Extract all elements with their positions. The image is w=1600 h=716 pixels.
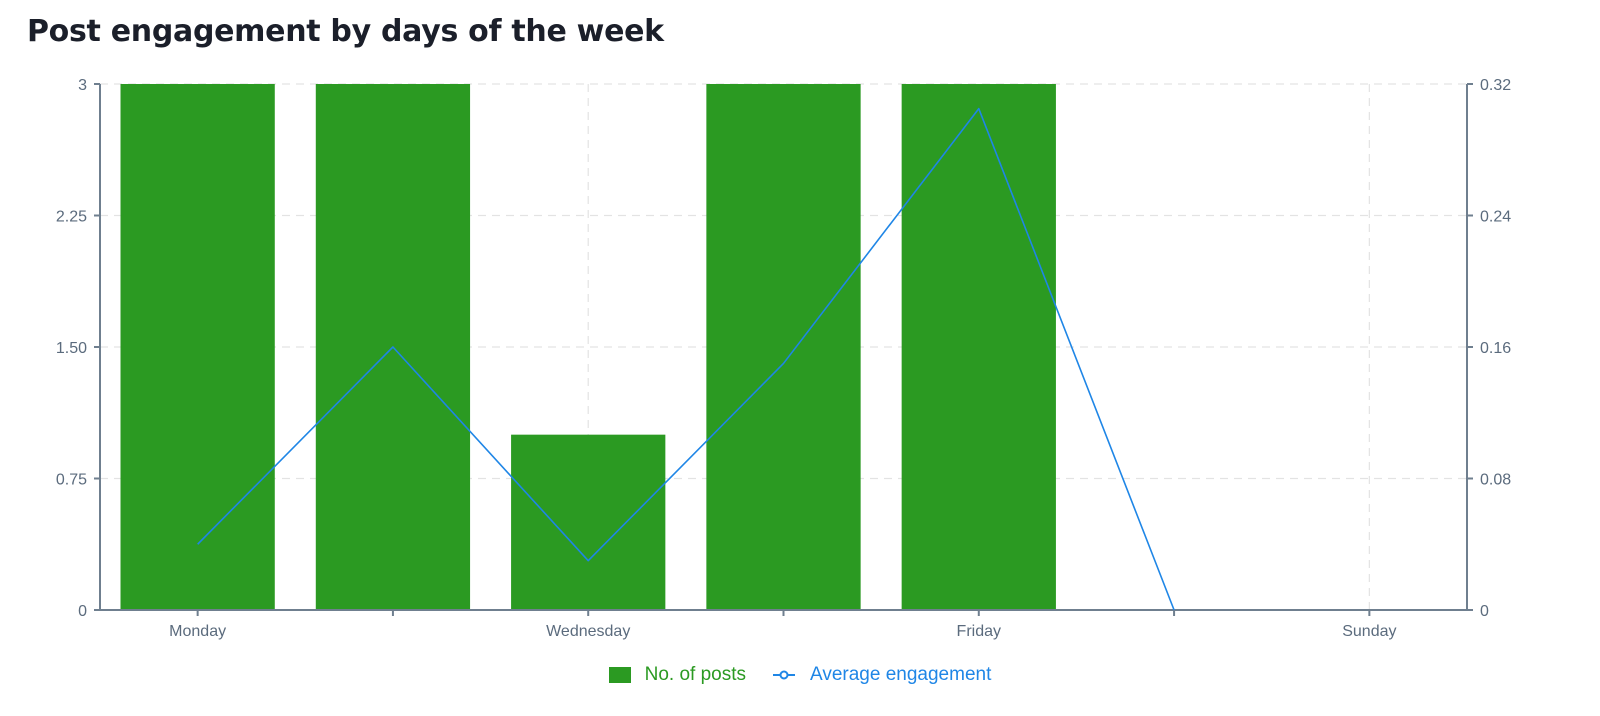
legend-item-posts[interactable]: No. of posts xyxy=(608,664,747,686)
chart-title: Post engagement by days of the week xyxy=(27,14,664,49)
right-tick-label: 0.16 xyxy=(1480,340,1511,357)
line-average-engagement xyxy=(197,107,1175,611)
legend-label-engagement: Average engagement xyxy=(810,664,992,685)
point-friday xyxy=(977,107,981,111)
left-tick-label: 2.25 xyxy=(56,209,87,226)
bar-friday xyxy=(901,84,1056,610)
left-tick-label: 3 xyxy=(78,77,87,94)
line-marker-icon xyxy=(773,670,796,680)
bar-series xyxy=(120,84,1056,610)
point-monday xyxy=(196,542,200,546)
legend-label-posts: No. of posts xyxy=(644,664,747,685)
left-tick-label: 0 xyxy=(78,603,87,620)
x-tick-label-sunday: Sunday xyxy=(1342,623,1396,640)
axes xyxy=(94,83,1473,616)
right-tick-label: 0.32 xyxy=(1480,77,1511,94)
chart: 0 0.75 1.50 2.25 3 0 0.08 0.16 0.24 0.32 Monday Wed… xyxy=(56,77,1511,640)
legend-item-engagement[interactable]: Average engagement xyxy=(772,664,991,686)
legend-swatch-posts xyxy=(608,667,631,683)
x-tick-label-friday: Friday xyxy=(957,623,1001,640)
line-series xyxy=(196,107,1176,612)
point-wednesday xyxy=(586,559,590,563)
point-tuesday xyxy=(391,345,395,349)
left-tick-label: 0.75 xyxy=(56,472,87,489)
point-saturday xyxy=(1172,608,1176,612)
right-tick-label: 0.08 xyxy=(1480,472,1511,489)
x-tick-label-wednesday: Wednesday xyxy=(546,623,630,640)
bar-monday xyxy=(120,84,275,610)
point-thursday xyxy=(782,361,786,365)
tick-labels: 0 0.75 1.50 2.25 3 0 0.08 0.16 0.24 0.32 Monday Wed… xyxy=(56,77,1511,640)
x-tick-label-monday: Monday xyxy=(169,623,226,640)
bar-wednesday xyxy=(511,434,666,610)
right-tick-label: 0 xyxy=(1480,603,1489,620)
left-tick-label: 1.50 xyxy=(56,340,87,357)
legend: No. of posts Average engagement xyxy=(0,664,1600,686)
right-tick-label: 0.24 xyxy=(1480,209,1511,226)
bar-thursday xyxy=(706,84,861,610)
